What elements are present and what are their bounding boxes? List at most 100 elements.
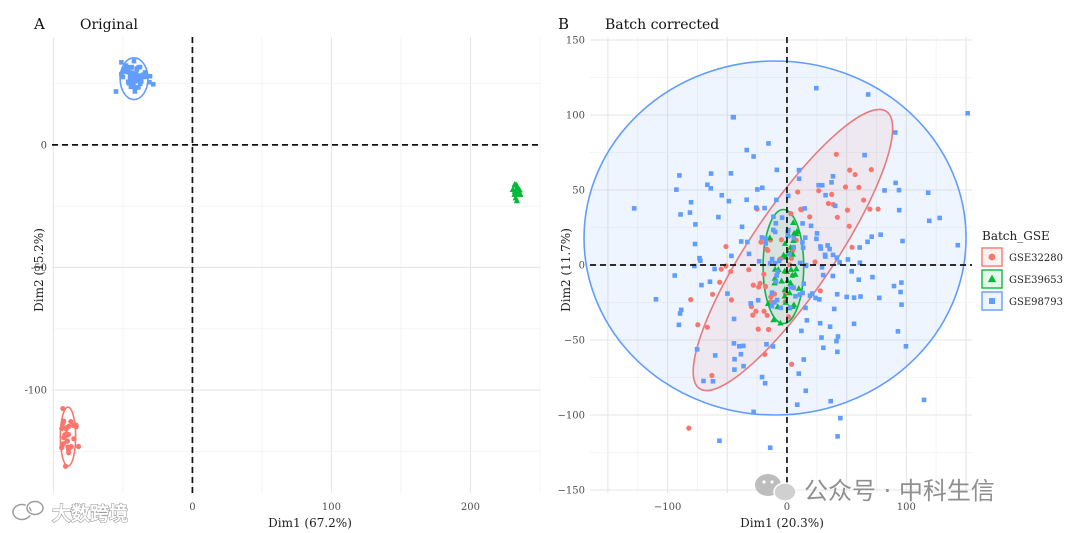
- data-point-gse98793: [802, 235, 808, 240]
- data-point-gse98793: [837, 260, 842, 265]
- data-point-gse32280: [868, 167, 874, 173]
- data-point-gse98793: [898, 289, 903, 295]
- confidence-ellipse-gse98793: [119, 57, 149, 101]
- panel-a-points: [59, 58, 524, 469]
- data-point-gse39653: [512, 194, 519, 201]
- watermark-left-text: 大数跨境: [52, 502, 128, 525]
- data-point-gse98793: [774, 297, 780, 303]
- panel-b-points: [631, 85, 970, 493]
- legend-label-gse98793: GSE98793: [1009, 297, 1063, 308]
- data-point-gse32280: [750, 312, 756, 318]
- data-point-gse32280: [765, 326, 772, 333]
- data-point-gse98793: [732, 356, 737, 362]
- data-point-gse98793: [138, 79, 144, 84]
- data-point-gse98793: [133, 85, 138, 91]
- wechat-logo-icon: [755, 474, 797, 502]
- data-point-gse98793: [858, 294, 863, 299]
- data-point-gse98793: [892, 130, 898, 135]
- data-point-gse98793: [896, 187, 902, 193]
- data-point-gse98793: [817, 320, 823, 326]
- y-tick-label: -100: [25, 386, 47, 397]
- data-point-gse98793: [817, 297, 822, 302]
- data-point-gse98793: [705, 182, 710, 188]
- panel-a-title: Original: [80, 17, 138, 33]
- legend-marker-gse32280: [988, 253, 996, 261]
- data-point-gse98793: [808, 223, 814, 229]
- data-point-gse98793: [759, 185, 765, 191]
- data-point-gse32280: [71, 436, 77, 442]
- data-point-gse98793: [137, 81, 143, 87]
- data-point-gse32280: [817, 288, 823, 294]
- data-point-gse98793: [804, 318, 810, 323]
- data-point-gse98793: [730, 114, 736, 120]
- data-point-gse39653: [793, 227, 801, 234]
- data-point-gse39653: [790, 219, 797, 226]
- data-point-gse32280: [709, 372, 715, 379]
- data-point-gse98793: [800, 290, 805, 296]
- data-point-gse98793: [813, 295, 818, 301]
- data-point-gse32280: [852, 171, 858, 178]
- data-point-gse98793: [739, 224, 745, 230]
- data-point-gse98793: [823, 192, 828, 198]
- y-tick-label: 0: [579, 261, 585, 272]
- data-point-gse39653: [792, 270, 799, 277]
- confidence-ellipse-gse98793: [583, 60, 967, 416]
- data-point-gse32280: [825, 200, 832, 207]
- data-point-gse98793: [820, 272, 826, 278]
- data-point-gse98793: [816, 182, 821, 188]
- data-point-gse98793: [128, 84, 134, 90]
- data-point-gse32280: [717, 279, 723, 285]
- data-point-gse98793: [123, 63, 129, 68]
- data-point-gse98793: [708, 186, 714, 191]
- data-point-gse32280: [66, 445, 73, 451]
- data-point-gse32280: [66, 423, 72, 429]
- data-point-gse98793: [755, 187, 760, 192]
- data-point-gse98793: [893, 180, 898, 186]
- data-point-gse98793: [876, 295, 882, 301]
- data-point-gse98793: [819, 182, 825, 188]
- data-point-gse98793: [770, 344, 776, 349]
- data-point-gse98793: [865, 92, 871, 97]
- data-point-gse98793: [772, 229, 778, 235]
- data-point-gse98793: [120, 74, 126, 80]
- data-point-gse98793: [738, 351, 744, 357]
- data-point-gse32280: [849, 244, 855, 250]
- data-point-gse98793: [687, 210, 693, 215]
- data-point-gse32280: [709, 291, 716, 297]
- data-point-gse98793: [899, 280, 904, 285]
- data-point-gse98793: [693, 222, 698, 227]
- data-point-gse32280: [856, 184, 862, 190]
- data-point-gse98793: [678, 307, 684, 313]
- data-point-gse98793: [701, 378, 706, 384]
- data-point-gse98793: [767, 261, 773, 266]
- data-point-gse98793: [132, 89, 138, 94]
- data-point-gse32280: [761, 271, 767, 277]
- data-point-gse98793: [835, 434, 840, 439]
- data-point-gse32280: [750, 282, 756, 288]
- data-point-gse98793: [788, 284, 794, 290]
- data-point-gse98793: [731, 316, 737, 322]
- data-point-gse32280: [59, 445, 65, 451]
- data-point-gse98793: [732, 367, 737, 372]
- data-point-gse98793: [791, 285, 796, 291]
- data-point-gse98793: [719, 192, 725, 198]
- data-point-gse98793: [834, 338, 839, 344]
- data-point-gse98793: [778, 305, 783, 311]
- data-point-gse98793: [825, 243, 830, 248]
- data-point-gse98793: [745, 239, 750, 245]
- data-point-gse98793: [712, 266, 717, 272]
- data-point-gse32280: [66, 450, 72, 456]
- data-point-gse98793: [801, 281, 807, 287]
- data-point-gse98793: [128, 72, 134, 77]
- data-point-gse39653: [781, 240, 789, 246]
- data-point-gse98793: [796, 371, 802, 376]
- data-point-gse98793: [756, 258, 762, 264]
- data-point-gse98793: [803, 305, 808, 311]
- y-tick-label: 150: [566, 36, 585, 47]
- data-point-gse98793: [830, 273, 836, 279]
- panel-b-x-axis-title: Dim1 (20.3%): [740, 516, 824, 530]
- data-point-gse98793: [692, 263, 697, 269]
- data-point-gse32280: [847, 167, 853, 173]
- data-point-gse32280: [75, 443, 82, 450]
- panel-a-ellipses: [59, 57, 149, 467]
